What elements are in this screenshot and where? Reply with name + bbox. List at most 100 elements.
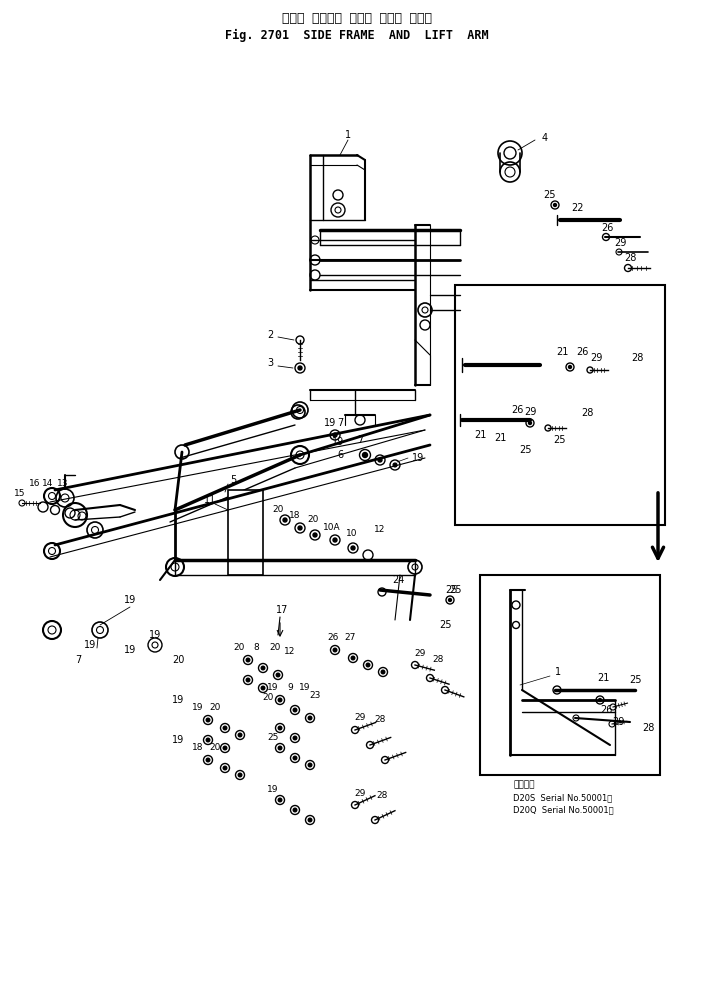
Circle shape: [276, 673, 280, 677]
Text: 26: 26: [575, 347, 588, 357]
Circle shape: [598, 698, 601, 701]
Text: 29: 29: [354, 788, 366, 797]
Circle shape: [246, 658, 250, 661]
Circle shape: [238, 733, 242, 737]
Text: 29: 29: [590, 353, 602, 363]
Text: 28: 28: [580, 408, 593, 418]
Circle shape: [278, 698, 282, 702]
Text: 29: 29: [414, 648, 426, 657]
Text: 20: 20: [307, 515, 318, 524]
Text: 29: 29: [354, 714, 366, 723]
Text: 29: 29: [614, 238, 626, 248]
Text: 7: 7: [337, 418, 343, 428]
Text: 28: 28: [624, 253, 636, 263]
Text: 7: 7: [357, 435, 363, 445]
Circle shape: [363, 453, 368, 458]
Text: D20S  Serial No.50001〜: D20S Serial No.50001〜: [513, 793, 612, 802]
Text: 25: 25: [519, 445, 531, 455]
Text: 15: 15: [14, 489, 26, 497]
Bar: [228, 490, 263, 575]
Text: 11: 11: [204, 495, 216, 505]
Text: 28: 28: [374, 716, 386, 725]
Text: 28: 28: [376, 790, 388, 799]
Circle shape: [333, 538, 337, 542]
Circle shape: [278, 798, 282, 801]
Circle shape: [553, 204, 556, 207]
Text: 13: 13: [57, 479, 69, 488]
Text: 25: 25: [446, 585, 458, 595]
Text: 7: 7: [75, 655, 81, 665]
Text: 適用号数: 適用号数: [513, 780, 535, 789]
Text: 16: 16: [29, 479, 41, 488]
Text: 19: 19: [124, 595, 136, 605]
Text: 23: 23: [309, 690, 321, 699]
Circle shape: [261, 666, 265, 670]
Circle shape: [393, 463, 397, 467]
Circle shape: [381, 670, 385, 674]
Text: 10: 10: [346, 528, 358, 537]
Circle shape: [298, 526, 302, 530]
Circle shape: [293, 757, 297, 760]
Circle shape: [261, 686, 265, 690]
Circle shape: [206, 738, 210, 742]
Text: 6: 6: [337, 450, 343, 460]
Circle shape: [308, 764, 312, 767]
Circle shape: [528, 421, 531, 424]
Circle shape: [278, 746, 282, 750]
Text: 20: 20: [262, 693, 273, 702]
Circle shape: [366, 663, 370, 667]
Circle shape: [293, 736, 297, 740]
Circle shape: [308, 716, 312, 720]
Circle shape: [378, 458, 382, 462]
Circle shape: [206, 759, 210, 762]
Circle shape: [293, 708, 297, 712]
Circle shape: [298, 366, 302, 370]
Text: 28: 28: [432, 655, 443, 664]
Text: 28: 28: [630, 353, 643, 363]
Text: 20: 20: [269, 643, 281, 652]
Circle shape: [293, 808, 297, 812]
Text: 20: 20: [209, 703, 221, 713]
Text: 20: 20: [272, 505, 283, 514]
Circle shape: [351, 546, 355, 550]
Text: 18: 18: [289, 510, 301, 519]
Text: 25: 25: [544, 190, 556, 200]
Text: 21: 21: [597, 673, 609, 683]
Text: 19: 19: [332, 437, 344, 447]
Circle shape: [246, 678, 250, 682]
Circle shape: [223, 726, 227, 730]
Circle shape: [283, 518, 287, 522]
Text: サイド フレーム および リフト アーム: サイド フレーム および リフト アーム: [282, 12, 432, 25]
Text: 19: 19: [172, 735, 184, 745]
Text: 24: 24: [392, 575, 404, 585]
Text: 12: 12: [374, 525, 386, 534]
Text: 22: 22: [570, 203, 583, 213]
Text: 19: 19: [84, 640, 96, 650]
Text: 26: 26: [327, 634, 338, 642]
Text: 17: 17: [276, 605, 288, 615]
Text: 5: 5: [230, 475, 236, 485]
Text: 25: 25: [267, 734, 278, 743]
Circle shape: [568, 365, 571, 368]
Text: 10A: 10A: [323, 523, 341, 532]
Circle shape: [223, 767, 227, 770]
Text: 25: 25: [554, 435, 566, 445]
Text: 19: 19: [267, 683, 278, 692]
Circle shape: [333, 648, 337, 651]
Circle shape: [278, 726, 282, 730]
Text: D20Q  Serial No.50001〜: D20Q Serial No.50001〜: [513, 805, 613, 814]
Text: 1: 1: [555, 667, 561, 677]
Text: 19: 19: [172, 695, 184, 705]
Text: 19: 19: [267, 785, 278, 794]
Text: 26: 26: [600, 705, 612, 715]
Text: 25: 25: [629, 675, 641, 685]
Text: Fig. 2701  SIDE FRAME  AND  LIFT  ARM: Fig. 2701 SIDE FRAME AND LIFT ARM: [225, 29, 489, 42]
Text: 25: 25: [440, 620, 452, 630]
Text: 21: 21: [474, 430, 486, 440]
Circle shape: [308, 818, 312, 822]
Text: 29: 29: [612, 717, 624, 727]
Text: 29: 29: [524, 407, 536, 417]
Text: 2: 2: [267, 330, 273, 340]
Text: 26: 26: [600, 223, 613, 233]
Text: 9: 9: [287, 683, 293, 692]
